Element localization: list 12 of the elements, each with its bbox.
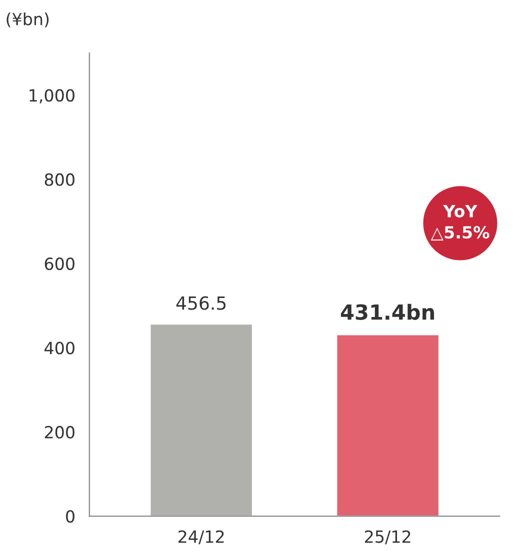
y-tick-label: 400 (44, 342, 74, 354)
annotation: YoY △5.5% (430, 205, 490, 240)
y-tick-label: 600 (44, 257, 74, 270)
y-axis-title: (¥bn) (6, 12, 49, 28)
data-label: 431.4bn (340, 304, 434, 320)
y-tick-label: 0 (66, 510, 74, 523)
x-tick-label: 24/12 (178, 530, 224, 544)
y-tick-label: 200 (44, 426, 74, 439)
y-tick-label: 800 (44, 173, 74, 186)
x-tick-label: 25/12 (365, 530, 410, 544)
data-label: 456.5 (176, 296, 226, 310)
y-tick-label: 1,000 (30, 89, 74, 104)
